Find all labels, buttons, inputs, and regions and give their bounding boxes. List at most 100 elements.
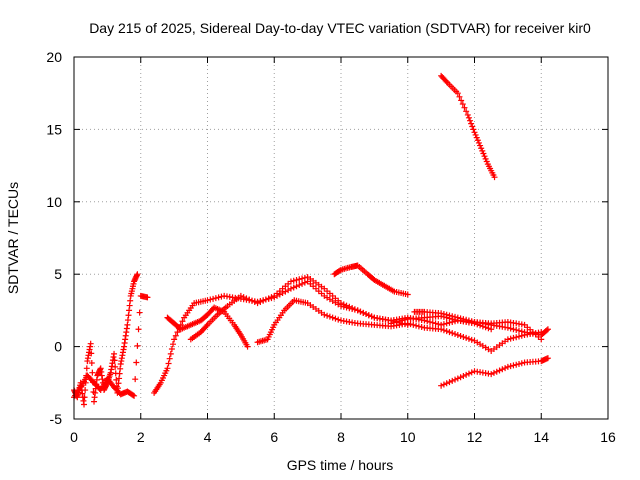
data-point [393, 318, 400, 325]
data-point [516, 333, 522, 340]
y-axis-label: SDTVAR / TECUs [5, 182, 21, 294]
data-point [132, 376, 139, 383]
data-point [438, 382, 445, 389]
data-point [293, 276, 300, 283]
data-point [410, 321, 417, 328]
data-point [87, 340, 94, 347]
data-point [446, 312, 453, 319]
series-arc-8 [438, 355, 551, 389]
data-point [446, 329, 453, 336]
x-tick-label: 0 [70, 429, 78, 445]
data-point [516, 360, 522, 367]
x-tick-label: 10 [400, 429, 416, 445]
data-point [343, 302, 350, 309]
data-point [212, 295, 219, 302]
data-point [471, 129, 478, 136]
data-point [438, 326, 445, 333]
data-point [401, 316, 408, 323]
data-point [172, 332, 179, 339]
x-axis-label: GPS time / hours [287, 457, 394, 473]
data-point [81, 401, 88, 408]
data-point [510, 362, 517, 369]
data-point [452, 313, 459, 320]
data-point [174, 329, 181, 336]
data-point [473, 134, 480, 141]
data-point [475, 139, 482, 146]
data-point [265, 295, 272, 302]
data-point [472, 131, 479, 138]
x-tick-label: 16 [600, 429, 616, 445]
data-point [507, 325, 514, 332]
y-tick-label: -5 [50, 411, 63, 427]
data-point [133, 359, 140, 366]
x-tick-labels: 0 2 4 6 8 10 12 14 16 [70, 429, 616, 445]
x-tick-label: 4 [204, 429, 212, 445]
data-point [465, 114, 472, 121]
series-arc-2 [164, 304, 251, 350]
data-point [493, 368, 500, 375]
data-point [135, 326, 142, 333]
data-point [468, 369, 475, 376]
data-point [481, 153, 488, 160]
data-point [454, 314, 461, 321]
x-tick-label: 14 [533, 429, 549, 445]
x-tick-label: 12 [467, 429, 483, 445]
data-point [460, 373, 467, 380]
data-point [407, 321, 414, 328]
data-point [164, 365, 171, 372]
data-point [463, 334, 470, 341]
data-point [468, 336, 475, 343]
data-point [210, 295, 217, 302]
data-point [491, 174, 498, 181]
data-point [513, 361, 520, 368]
data-point [89, 369, 96, 376]
data-point [458, 97, 465, 104]
data-point [290, 284, 297, 291]
data-point [457, 315, 464, 322]
data-point [246, 296, 253, 303]
data-point [459, 101, 466, 108]
data-point [440, 321, 447, 328]
data-point [438, 310, 445, 317]
data-point [504, 324, 511, 331]
data-point [449, 330, 456, 337]
data-point [454, 332, 461, 339]
data-point [543, 327, 550, 334]
data-point [243, 295, 250, 302]
data-point [168, 346, 175, 353]
data-point [165, 360, 172, 367]
data-point [257, 298, 264, 305]
data-point [446, 379, 453, 386]
data-point [290, 277, 297, 284]
data-point [326, 313, 333, 320]
data-point [390, 319, 397, 326]
series-arc-9 [411, 308, 545, 343]
data-point [136, 309, 143, 316]
data-point [299, 280, 306, 287]
data-point [296, 276, 303, 283]
series-arc-1 [151, 278, 411, 396]
data-point [465, 317, 472, 324]
data-points [71, 72, 551, 408]
data-point [468, 318, 475, 325]
data-point [449, 313, 456, 320]
data-point [131, 392, 138, 399]
data-point [346, 303, 353, 310]
data-point [129, 392, 136, 399]
data-point [499, 366, 506, 373]
data-point [513, 326, 520, 333]
data-point [510, 326, 517, 333]
data-point [287, 278, 294, 285]
data-point [207, 296, 214, 303]
data-point [111, 350, 118, 357]
data-point [179, 318, 186, 325]
data-point [440, 327, 447, 334]
data-point [477, 142, 484, 149]
data-point [404, 291, 411, 298]
data-point [465, 335, 472, 342]
data-point [470, 126, 477, 133]
data-point [144, 294, 151, 301]
data-point [504, 336, 511, 343]
data-point [513, 334, 520, 341]
data-point [518, 360, 525, 367]
